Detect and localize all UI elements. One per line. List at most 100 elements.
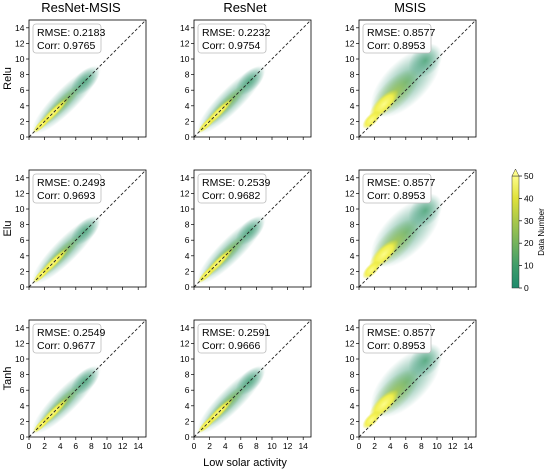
- y-tick-label: 2: [350, 116, 355, 126]
- x-tick-label: 2: [42, 441, 47, 451]
- y-tick-label: 8: [350, 220, 355, 230]
- y-tick-label: 14: [180, 23, 190, 33]
- x-tick-label: 6: [73, 441, 78, 451]
- x-tick-label: 12: [283, 441, 293, 451]
- rmse-text: RMSE: 0.2591: [202, 327, 270, 339]
- rmse-text: RMSE: 0.8577: [367, 177, 435, 189]
- row-title: Elu: [2, 221, 14, 237]
- x-tick-label: 14: [133, 441, 143, 451]
- column-headers: ResNet-MSIS ResNet MSIS: [41, 0, 426, 15]
- density-core: [362, 260, 381, 279]
- y-tick-label: 2: [185, 266, 190, 276]
- corr-text: Corr: 0.9677: [37, 340, 96, 352]
- x-tick-label: 0: [192, 441, 197, 451]
- panel-frame: [28, 169, 147, 288]
- y-tick-label: 12: [15, 338, 25, 348]
- x-tick-label: 0: [27, 441, 32, 451]
- corr-text: Corr: 0.9682: [202, 190, 261, 202]
- identity-reference-line: [194, 170, 311, 287]
- y-tick-label: 6: [185, 235, 190, 245]
- rmse-text: RMSE: 0.2232: [202, 27, 270, 39]
- y-tick-label: 0: [20, 432, 25, 442]
- y-tick-label: 4: [185, 401, 190, 411]
- y-tick-label: 2: [20, 266, 25, 276]
- x-tick-label: 10: [102, 441, 112, 451]
- y-tick-label: 0: [185, 432, 190, 442]
- corr-text: Corr: 0.8953: [367, 340, 426, 352]
- y-tick-label: 2: [185, 116, 190, 126]
- y-tick-label: 12: [345, 188, 355, 198]
- y-tick-label: 10: [345, 54, 355, 64]
- rmse-text: RMSE: 0.2183: [37, 27, 105, 39]
- y-tick-label: 0: [20, 132, 25, 142]
- panel-frame: [193, 19, 312, 138]
- y-tick-label: 8: [185, 70, 190, 80]
- y-tick-label: 10: [345, 204, 355, 214]
- rmse-text: RMSE: 0.8577: [367, 327, 435, 339]
- y-tick-label: 14: [15, 23, 25, 33]
- y-tick-label: 12: [15, 38, 25, 48]
- density-core: [362, 410, 381, 429]
- y-tick-label: 10: [15, 354, 25, 364]
- y-tick-label: 10: [180, 354, 190, 364]
- y-tick-label: 8: [185, 370, 190, 380]
- rmse-text: RMSE: 0.2549: [37, 327, 105, 339]
- x-tick-label: 14: [463, 441, 473, 451]
- stats-box: [197, 173, 267, 204]
- identity-reference-line: [194, 20, 311, 137]
- x-tick-label: 14: [298, 441, 308, 451]
- panel-frame: [193, 169, 312, 288]
- y-tick-label: 4: [350, 251, 355, 261]
- colorbar-tick-label: 40: [524, 193, 534, 203]
- y-tick-label: 8: [20, 220, 25, 230]
- y-tick-label: 0: [20, 282, 25, 292]
- identity-reference-line: [359, 320, 476, 437]
- panel-frame: [193, 319, 312, 438]
- x-tick-label: 6: [403, 441, 408, 451]
- colorbar-tick-label: 10: [524, 261, 534, 271]
- y-tick-label: 12: [345, 338, 355, 348]
- x-tick-label: 10: [432, 441, 442, 451]
- x-tick-label: 12: [118, 441, 128, 451]
- y-tick-label: 6: [20, 85, 25, 95]
- panel-frame: [28, 19, 147, 138]
- x-tick-label: 0: [357, 441, 362, 451]
- colorbar-tick-label: 0: [524, 283, 529, 293]
- y-tick-label: 12: [180, 188, 190, 198]
- x-tick-label: 6: [238, 441, 243, 451]
- y-tick-label: 0: [350, 282, 355, 292]
- y-tick-label: 4: [350, 401, 355, 411]
- y-tick-label: 0: [185, 282, 190, 292]
- x-tick-label: 4: [223, 441, 228, 451]
- y-tick-label: 14: [345, 173, 355, 183]
- y-tick-label: 12: [180, 38, 190, 48]
- corr-text: Corr: 0.8953: [367, 190, 426, 202]
- y-tick-label: 10: [15, 204, 25, 214]
- y-tick-label: 2: [350, 266, 355, 276]
- y-tick-label: 6: [350, 235, 355, 245]
- x-tick-label: 10: [267, 441, 277, 451]
- y-tick-label: 8: [20, 70, 25, 80]
- x-tick-label: 8: [419, 441, 424, 451]
- panel-frame: [358, 19, 477, 138]
- column-title: ResNet: [223, 0, 267, 15]
- panel-frame: [28, 319, 147, 438]
- y-tick-label: 10: [180, 204, 190, 214]
- x-tick-label: 4: [388, 441, 393, 451]
- y-tick-label: 6: [20, 385, 25, 395]
- corr-text: Corr: 0.9693: [37, 190, 96, 202]
- stats-box: [362, 173, 432, 204]
- stats-box: [32, 23, 102, 54]
- y-tick-label: 2: [185, 416, 190, 426]
- x-tick-label: 8: [89, 441, 94, 451]
- corr-text: Corr: 0.9765: [37, 40, 96, 52]
- x-tick-label: 2: [207, 441, 212, 451]
- column-title: MSIS: [394, 0, 426, 15]
- stats-box: [362, 323, 432, 354]
- y-tick-label: 14: [15, 173, 25, 183]
- y-tick-label: 8: [350, 70, 355, 80]
